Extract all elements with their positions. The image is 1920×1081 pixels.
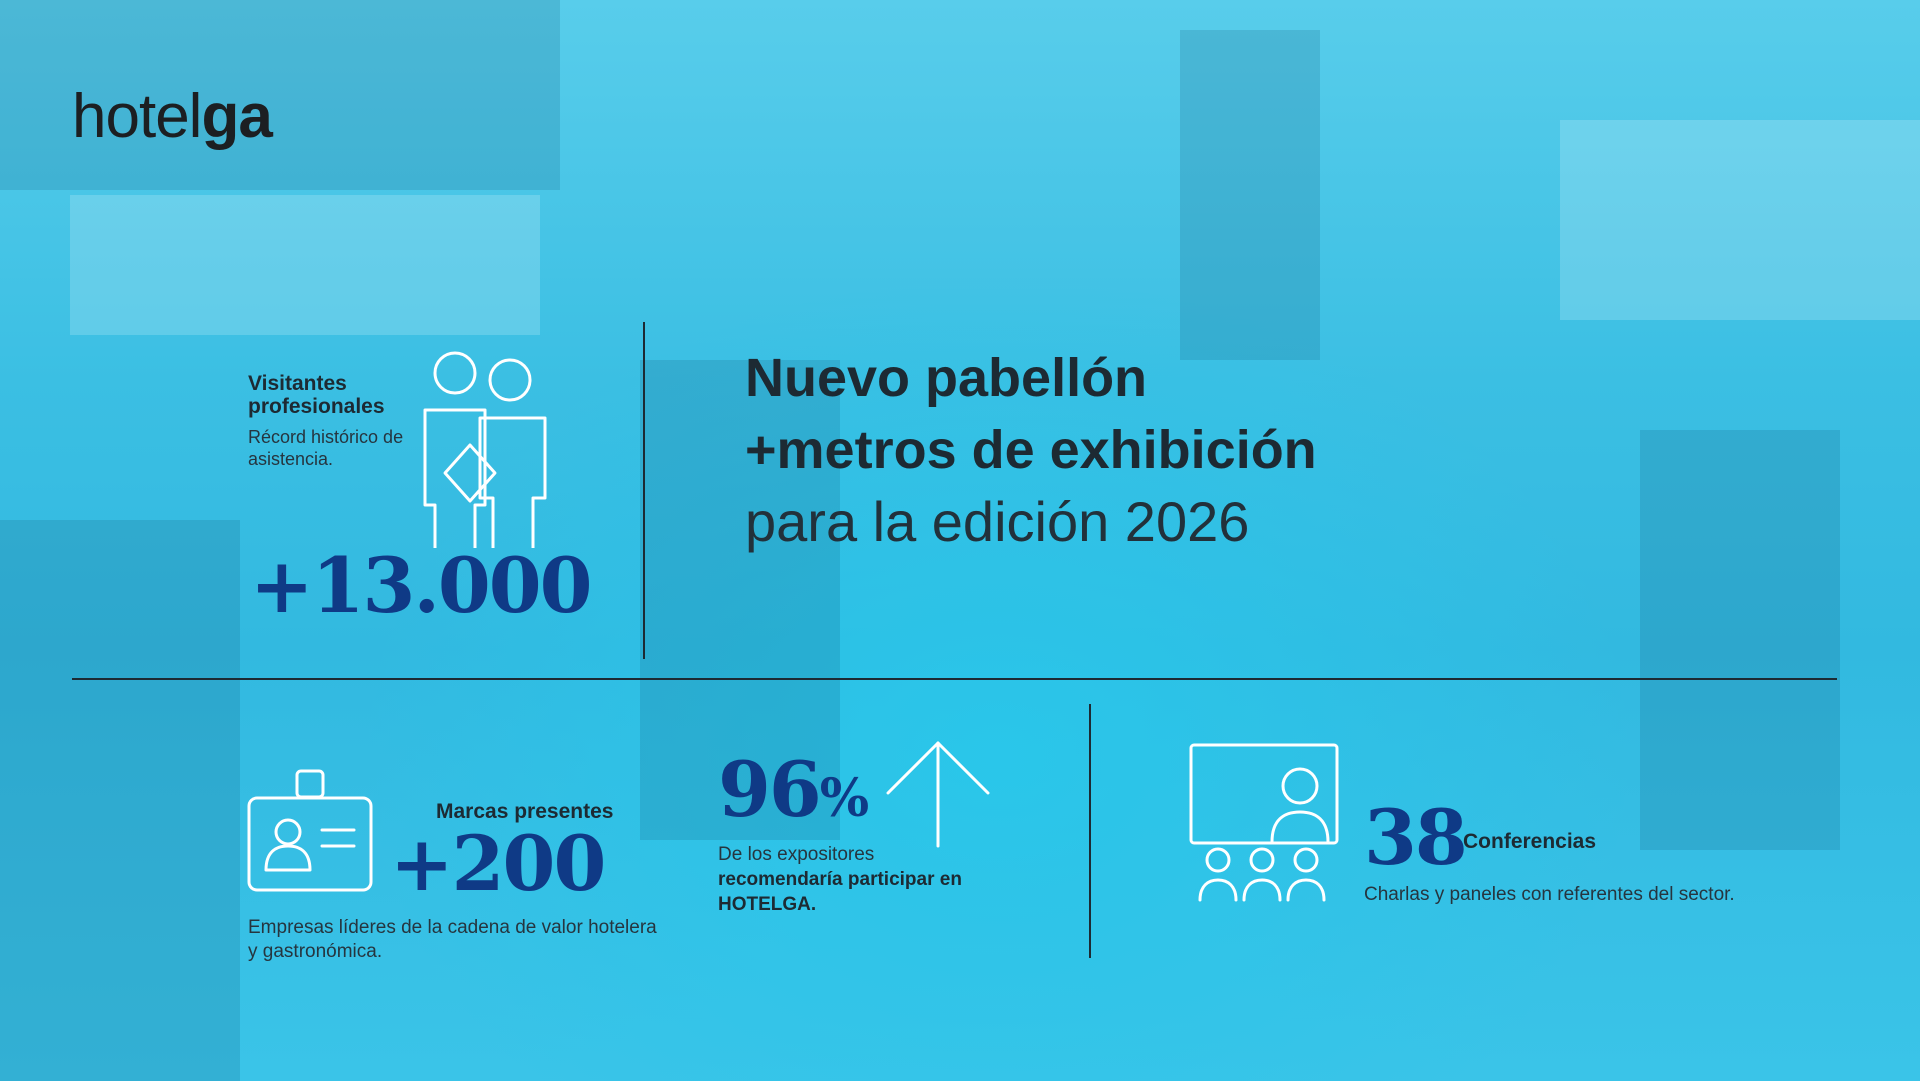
brands-description: Empresas líderes de la cadena de valor h…: [248, 917, 657, 962]
vertical-divider-bottom: [1089, 704, 1091, 958]
horizontal-divider: [72, 678, 1837, 680]
visitors-count: +13.000: [250, 541, 593, 630]
conferences-count: 38: [1364, 793, 1468, 882]
conferences-title: Conferencias: [1463, 830, 1597, 853]
arrow-up-icon: [886, 741, 990, 848]
conferences-description: Charlas y paneles con referentes del sec…: [1364, 884, 1735, 905]
headline-line3: para la edición 2026: [745, 490, 1250, 553]
brands-title: Marcas presentes: [436, 800, 614, 823]
headline-line2: +metros de exhibición: [745, 420, 1317, 480]
visitors-title: Visitantes profesionales: [248, 372, 385, 418]
exhibitors-percentage: 96%: [718, 745, 869, 834]
vertical-divider-top: [643, 322, 645, 659]
headline-line1: Nuevo pabellón: [745, 348, 1148, 408]
id-badge-icon: [247, 769, 373, 892]
exhibitors-description: De los expositores recomendaría participa…: [718, 844, 962, 915]
hotelga-logo: hotelga: [72, 82, 273, 151]
brands-count: +200: [390, 819, 606, 908]
visitors-subtitle: Récord histórico de asistencia.: [248, 427, 404, 469]
presentation-icon: [1189, 743, 1339, 902]
people-icon: [423, 351, 547, 548]
